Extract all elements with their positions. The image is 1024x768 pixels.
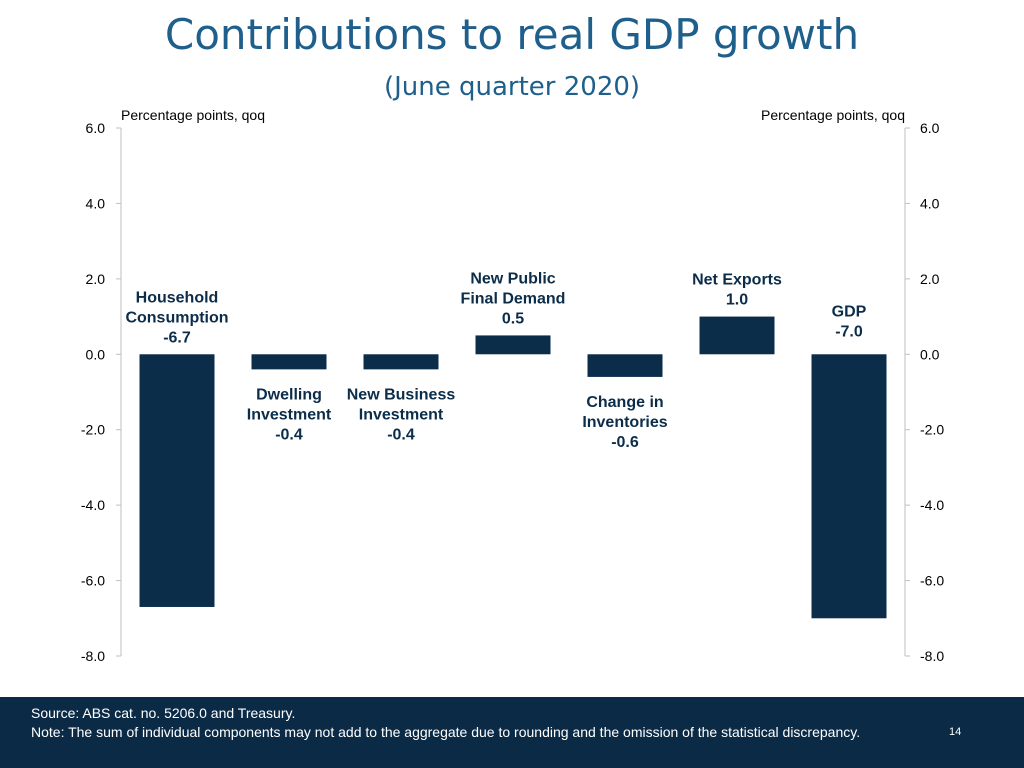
- y-tick-label-right: 6.0: [920, 120, 940, 136]
- bar: [139, 354, 215, 607]
- bar-value-label: 0.5: [502, 310, 524, 327]
- bar-category-label: New Public: [470, 270, 555, 287]
- y-tick-label-left: -6.0: [81, 573, 105, 589]
- bar-category-label: Household: [136, 289, 219, 306]
- chart-subtitle: (June quarter 2020): [383, 72, 641, 102]
- y-tick-label-right: -4.0: [920, 497, 944, 513]
- y-tick-label-left: -8.0: [81, 648, 105, 664]
- bar-chart: Percentage points, qoq Percentage points,…: [81, 107, 944, 664]
- bar-category-label: Investment: [247, 406, 332, 423]
- y-tick-label-right: 2.0: [920, 271, 940, 287]
- y-tick-label-left: -4.0: [81, 497, 105, 513]
- y-tick-label-left: -2.0: [81, 422, 105, 438]
- source-note: Source: ABS cat. no. 5206.0 and Treasury…: [31, 705, 296, 721]
- bar-category-label: Change in: [586, 394, 663, 411]
- y-tick-label-left: 4.0: [86, 195, 106, 211]
- y-tick-label-left: 2.0: [86, 271, 106, 287]
- bar-category-label: New Business: [347, 386, 456, 403]
- y-tick-label-right: -6.0: [920, 573, 944, 589]
- bar-value-label: -0.6: [611, 434, 639, 451]
- y-tick-label-left: 6.0: [86, 120, 106, 136]
- bar-category-label: Net Exports: [692, 272, 782, 289]
- y-tick-label-right: -2.0: [920, 422, 944, 438]
- bar-value-label: -7.0: [835, 323, 863, 340]
- y-tick-label-right: -8.0: [920, 648, 944, 664]
- bar: [363, 354, 439, 370]
- y-tick-label-right: 4.0: [920, 195, 940, 211]
- y-axis-title-right: Percentage points, qoq: [761, 107, 905, 123]
- bar-category-label: Dwelling: [256, 386, 322, 403]
- bar: [811, 354, 887, 619]
- bar: [251, 354, 327, 370]
- y-axis-title-left: Percentage points, qoq: [121, 107, 265, 123]
- chart-title: Contributions to real GDP growth: [164, 10, 860, 59]
- footnote: Note: The sum of individual components m…: [31, 724, 861, 740]
- y-tick-label-right: 0.0: [920, 346, 940, 362]
- bar-category-label: GDP: [832, 303, 867, 320]
- bar: [699, 316, 775, 355]
- bar-value-label: -0.4: [275, 426, 303, 443]
- bar: [587, 354, 663, 377]
- bar-value-label: -0.4: [387, 426, 415, 443]
- y-tick-label-left: 0.0: [86, 346, 106, 362]
- bar-value-label: -6.7: [163, 329, 191, 346]
- page-number: 14: [949, 726, 962, 738]
- footer-bar: Source: ABS cat. no. 5206.0 and Treasury…: [0, 697, 1024, 768]
- bar-category-label: Consumption: [125, 309, 228, 326]
- bar-category-label: Inventories: [582, 414, 667, 431]
- bar-category-label: Final Demand: [461, 290, 566, 307]
- bar-value-label: 1.0: [726, 292, 748, 309]
- bar-category-label: Investment: [359, 406, 444, 423]
- bar: [475, 335, 551, 355]
